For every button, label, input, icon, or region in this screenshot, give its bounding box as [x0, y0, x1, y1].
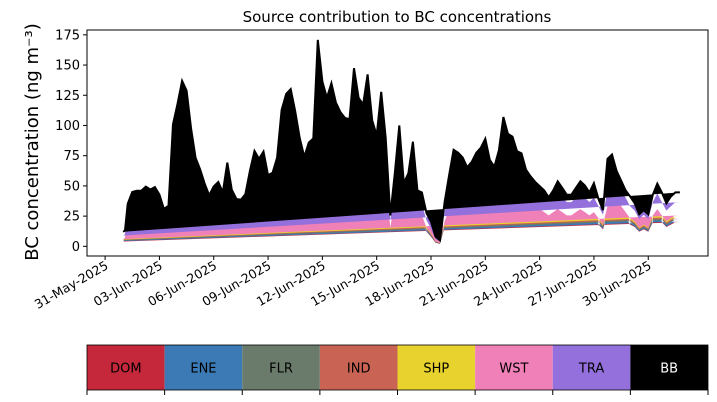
- legend-label-ene: ENE: [190, 362, 216, 377]
- y-tick-label: 25: [63, 210, 80, 225]
- legend-label-tra: TRA: [578, 362, 604, 377]
- legend-label-dom: DOM: [110, 362, 141, 377]
- plot-frame: [86, 29, 709, 257]
- legend-label-ind: IND: [347, 362, 371, 377]
- legend-swatch-wst: [475, 345, 553, 390]
- y-tick-label: 100: [55, 119, 80, 134]
- y-tick-label: 75: [63, 149, 80, 164]
- area-bb: [123, 39, 680, 241]
- legend-swatch-bb: [630, 345, 708, 390]
- y-tick-label: 175: [55, 28, 80, 43]
- legend-label-flr: FLR: [269, 362, 293, 377]
- total-outline: [122, 39, 680, 243]
- plot-area: [122, 39, 680, 244]
- legend-swatch-dom: [87, 345, 165, 390]
- legend-swatch-tra: [552, 345, 631, 390]
- legend-swatch-flr: [242, 345, 320, 390]
- legend-label-bb: BB: [660, 362, 678, 377]
- legend-label-wst: WST: [499, 362, 528, 377]
- legend-frame: [86, 344, 709, 391]
- legend-swatch-shp: [397, 345, 476, 390]
- chart-title: Source contribution to BC concentrations: [243, 8, 552, 26]
- y-axis-label: BC concentration (ng m⁻³): [22, 23, 43, 261]
- y-tick-label: 50: [63, 179, 80, 194]
- legend-swatch-ind: [319, 345, 398, 390]
- legend-swatch-ene: [164, 345, 243, 390]
- legend-label-shp: SHP: [423, 362, 449, 377]
- legend-colorbar: DOM ENE FLR IND SHP WST TRA BB: [86, 344, 709, 395]
- y-tick-label: 0: [72, 240, 80, 255]
- y-tick-label: 125: [55, 89, 80, 104]
- y-tick-label: 150: [55, 59, 80, 74]
